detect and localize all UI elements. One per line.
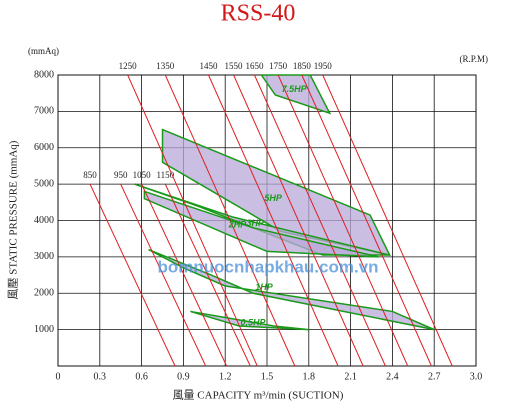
y-tick-label: 8000 bbox=[34, 69, 54, 80]
rpm-line bbox=[254, 74, 386, 367]
x-tick-label: 2.4 bbox=[386, 371, 399, 382]
x-tick-label: 2.7 bbox=[428, 371, 441, 382]
y-tick-label: 4000 bbox=[34, 215, 54, 226]
y-axis-label: 風壓 STATIC PRESSURE (mmAq) bbox=[7, 140, 20, 299]
rpm-label: 1950 bbox=[314, 61, 333, 71]
y-tick-label: 2000 bbox=[34, 288, 54, 299]
rpm-line bbox=[208, 74, 339, 367]
rpm-label: 1150 bbox=[156, 170, 174, 180]
x-tick-label: 1.2 bbox=[219, 371, 232, 382]
rpm-label: 1750 bbox=[269, 61, 288, 71]
rpm-line bbox=[127, 74, 258, 367]
x-tick-label: 3.0 bbox=[470, 371, 483, 382]
rpm-line bbox=[89, 183, 176, 367]
rpm-line bbox=[141, 183, 228, 367]
y-tick-label: 6000 bbox=[34, 142, 54, 153]
chart-title: RSS-40 bbox=[221, 1, 296, 27]
x-axis-label: 風量 CAPACITY m³/min (SUCTION) bbox=[173, 389, 344, 402]
y-tick-label: 5000 bbox=[34, 178, 54, 189]
y-tick-label: 3000 bbox=[34, 251, 54, 262]
rpm-line bbox=[120, 183, 207, 367]
rpm-label: 1350 bbox=[156, 61, 175, 71]
rpm-label: 1250 bbox=[119, 61, 138, 71]
rpm-line bbox=[164, 74, 296, 367]
x-tick-label: 0 bbox=[56, 371, 61, 382]
hp-label: 5HP bbox=[264, 193, 283, 203]
rpm-label: 1650 bbox=[245, 61, 264, 71]
rpm-line bbox=[277, 74, 409, 367]
x-tick-label: 2.1 bbox=[344, 371, 357, 382]
rpm-line bbox=[301, 74, 432, 367]
hp-region bbox=[259, 74, 332, 115]
watermark: bomnuocnhapkhau.com.vn bbox=[157, 257, 378, 276]
rpm-line bbox=[164, 183, 251, 367]
x-tick-label: 0.3 bbox=[94, 371, 107, 382]
x-tick-label: 0.9 bbox=[177, 371, 190, 382]
y-tick-label: 1000 bbox=[34, 324, 54, 335]
rpm-unit: (R.P.M) bbox=[459, 54, 488, 64]
rpm-label: 950 bbox=[114, 170, 128, 180]
rpm-line bbox=[233, 74, 364, 367]
hp-label: 1HP bbox=[255, 282, 274, 292]
hp-region bbox=[143, 190, 379, 258]
x-tick-label: 0.6 bbox=[135, 371, 148, 382]
hp-region bbox=[190, 310, 309, 331]
rpm-label: 1550 bbox=[225, 61, 244, 71]
rpm-line bbox=[322, 74, 453, 367]
hp-label: 2HP bbox=[228, 220, 248, 230]
x-tick-label: 1.5 bbox=[261, 371, 274, 382]
rpm-label: 1050 bbox=[133, 170, 152, 180]
rpm-label: 850 bbox=[83, 170, 97, 180]
hp-label: 3HP bbox=[247, 218, 266, 228]
x-tick-label: 1.8 bbox=[303, 371, 316, 382]
y-tick-label: 7000 bbox=[34, 106, 54, 117]
rpm-label: 1450 bbox=[199, 61, 218, 71]
rpm-label: 1850 bbox=[293, 61, 312, 71]
hp-label: 7.5HP bbox=[282, 84, 308, 94]
y-unit: (mmAq) bbox=[28, 46, 59, 56]
hp-label: 0.5HP bbox=[241, 318, 267, 328]
